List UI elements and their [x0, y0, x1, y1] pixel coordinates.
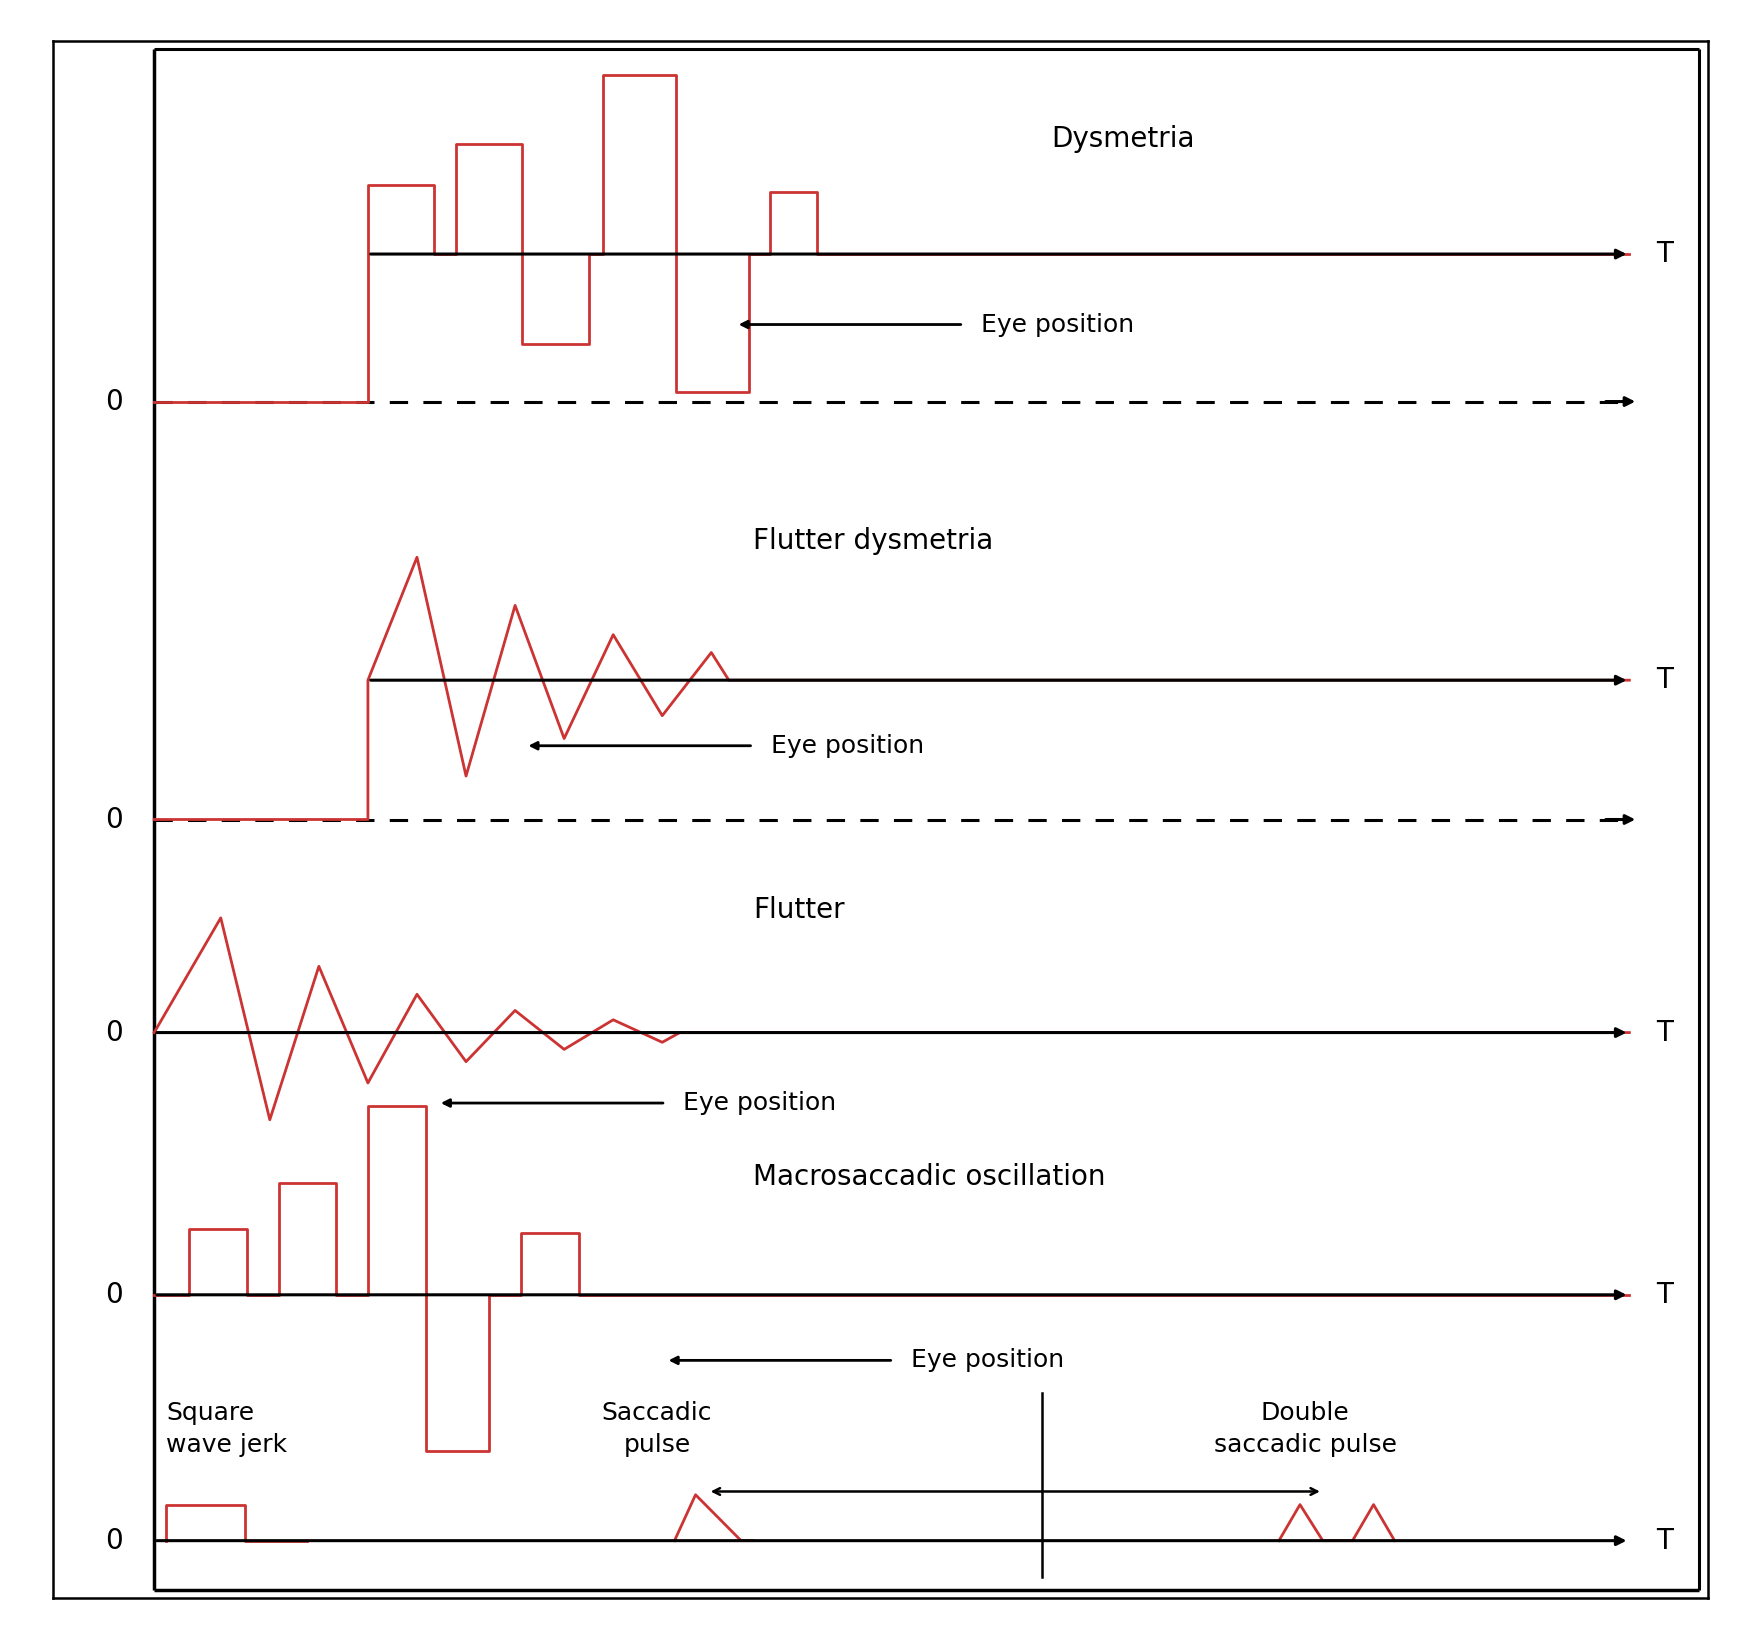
Text: Flutter dysmetria: Flutter dysmetria — [753, 526, 993, 556]
Text: 0: 0 — [105, 387, 123, 416]
Text: T: T — [1656, 239, 1673, 269]
Text: 0: 0 — [105, 1018, 123, 1047]
Text: Eye position: Eye position — [911, 1349, 1063, 1372]
Text: Macrosaccadic oscillation: Macrosaccadic oscillation — [753, 1162, 1106, 1192]
Text: T: T — [1656, 1018, 1673, 1047]
Text: Double
saccadic pulse: Double saccadic pulse — [1214, 1401, 1396, 1457]
Text: Flutter: Flutter — [753, 895, 844, 924]
Text: T: T — [1656, 665, 1673, 695]
Text: Eye position: Eye position — [683, 1092, 836, 1115]
Text: Eye position: Eye position — [981, 313, 1134, 336]
Text: Dysmetria: Dysmetria — [1051, 125, 1195, 154]
Text: Square
wave jerk: Square wave jerk — [166, 1401, 287, 1457]
Text: T: T — [1656, 1280, 1673, 1310]
Text: Saccadic
pulse: Saccadic pulse — [601, 1401, 713, 1457]
Text: 0: 0 — [105, 805, 123, 834]
Text: 0: 0 — [105, 1280, 123, 1310]
Text: T: T — [1656, 1526, 1673, 1555]
Text: 0: 0 — [105, 1526, 123, 1555]
Text: Eye position: Eye position — [771, 734, 923, 757]
